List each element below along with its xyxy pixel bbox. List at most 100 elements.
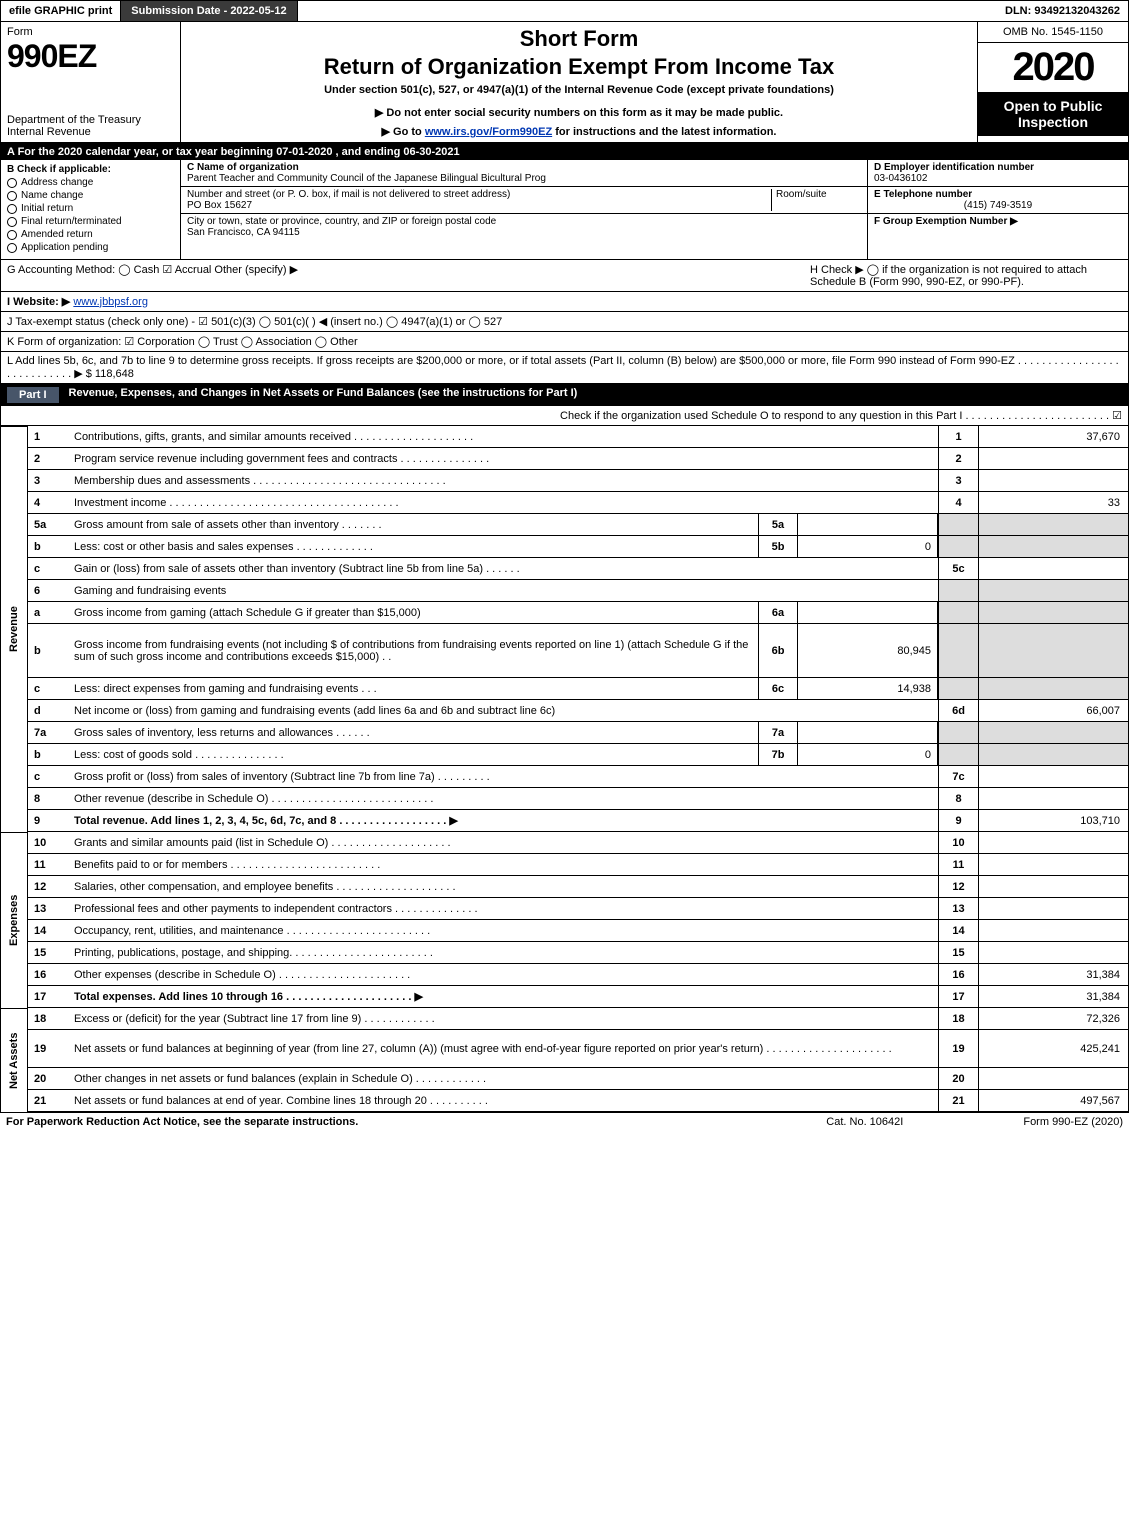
part1-header: Part I Revenue, Expenses, and Changes in…: [0, 384, 1129, 406]
group-label: F Group Exemption Number ▶: [874, 216, 1018, 227]
r9-rv: 103,710: [978, 810, 1128, 831]
r13-rv: [978, 898, 1128, 919]
r11-d: Benefits paid to or for members . . . . …: [68, 854, 938, 875]
ein-cell: D Employer identification number 03-0436…: [868, 160, 1128, 187]
r7c-rv: [978, 766, 1128, 787]
r18-rn: 18: [938, 1008, 978, 1029]
submission-date-button[interactable]: Submission Date - 2022-05-12: [121, 1, 297, 21]
r13-rn: 13: [938, 898, 978, 919]
r16-rv: 31,384: [978, 964, 1128, 985]
r2-rv: [978, 448, 1128, 469]
goto-link[interactable]: www.irs.gov/Form990EZ: [425, 126, 552, 138]
room-label: Room/suite: [771, 189, 861, 211]
street-value: PO Box 15627: [187, 200, 252, 211]
r6a-n: a: [28, 602, 68, 623]
group-cell: F Group Exemption Number ▶: [868, 214, 1128, 229]
city-value: San Francisco, CA 94115: [187, 227, 300, 238]
r6d-n: d: [28, 700, 68, 721]
part1-label: Part I: [7, 387, 59, 403]
r19-d: Net assets or fund balances at beginning…: [68, 1030, 938, 1067]
r7c-d: Gross profit or (loss) from sales of inv…: [68, 766, 938, 787]
r4-rv: 33: [978, 492, 1128, 513]
r5b-rn: [938, 536, 978, 557]
r7a-d: Gross sales of inventory, less returns a…: [68, 722, 758, 743]
r5b-rv: [978, 536, 1128, 557]
netassets-side-label: Net Assets: [0, 1008, 28, 1112]
r6b-mn: 6b: [758, 624, 798, 677]
r6c-rv: [978, 678, 1128, 699]
header-left: Form 990EZ Department of the Treasury In…: [1, 22, 181, 142]
line-g: G Accounting Method: ◯ Cash ☑ Accrual Ot…: [7, 263, 802, 276]
chk-initial[interactable]: Initial return: [7, 203, 174, 214]
r5c-rv: [978, 558, 1128, 579]
line-l: L Add lines 5b, 6c, and 7b to line 9 to …: [0, 352, 1129, 384]
department-label: Department of the Treasury Internal Reve…: [7, 114, 174, 138]
line-a: A For the 2020 calendar year, or tax yea…: [0, 144, 1129, 160]
street-cell: Number and street (or P. O. box, if mail…: [181, 187, 867, 214]
r12-rn: 12: [938, 876, 978, 897]
r6a-d: Gross income from gaming (attach Schedul…: [68, 602, 758, 623]
r6d-rn: 6d: [938, 700, 978, 721]
r5b-d: Less: cost or other basis and sales expe…: [68, 536, 758, 557]
r5b-mv: 0: [798, 536, 938, 557]
r19-n: 19: [28, 1030, 68, 1067]
r18-n: 18: [28, 1008, 68, 1029]
r6b-rv: [978, 624, 1128, 677]
r7b-rv: [978, 744, 1128, 765]
part1-check: Check if the organization used Schedule …: [0, 406, 1129, 426]
omb-number: OMB No. 1545-1150: [978, 22, 1128, 43]
chk-address[interactable]: Address change: [7, 177, 174, 188]
chk-amended[interactable]: Amended return: [7, 229, 174, 240]
r11-rv: [978, 854, 1128, 875]
revenue-table: 1Contributions, gifts, grants, and simil…: [28, 426, 1129, 832]
r19-rv: 425,241: [978, 1030, 1128, 1067]
r9-d: Total revenue. Add lines 1, 2, 3, 4, 5c,…: [68, 810, 938, 831]
r1-rn: 1: [938, 426, 978, 447]
website-link[interactable]: www.jbbpsf.org: [73, 296, 148, 308]
r7c-rn: 7c: [938, 766, 978, 787]
r7b-rn: [938, 744, 978, 765]
dln-label: DLN: 93492132043262: [997, 1, 1128, 21]
r15-rv: [978, 942, 1128, 963]
line-j: J Tax-exempt status (check only one) - ☑…: [0, 312, 1129, 332]
r15-rn: 15: [938, 942, 978, 963]
r1-d: Contributions, gifts, grants, and simila…: [68, 426, 938, 447]
r10-rn: 10: [938, 832, 978, 853]
r18-rv: 72,326: [978, 1008, 1128, 1029]
ein-value: 03-0436102: [874, 173, 927, 184]
r5a-d: Gross amount from sale of assets other t…: [68, 514, 758, 535]
r6b-d: Gross income from fundraising events (no…: [68, 624, 758, 677]
netassets-table: 18Excess or (deficit) for the year (Subt…: [28, 1008, 1129, 1112]
expenses-side-label: Expenses: [0, 832, 28, 1008]
r6d-rv: 66,007: [978, 700, 1128, 721]
r12-d: Salaries, other compensation, and employ…: [68, 876, 938, 897]
part1-check-text: Check if the organization used Schedule …: [560, 409, 1122, 422]
footer: For Paperwork Reduction Act Notice, see …: [0, 1112, 1129, 1131]
goto-pre: ▶ Go to: [382, 126, 425, 138]
r17-n: 17: [28, 986, 68, 1007]
city-label: City or town, state or province, country…: [187, 216, 496, 227]
line-i-pre: I Website: ▶: [7, 295, 70, 308]
r6c-mv: 14,938: [798, 678, 938, 699]
r20-n: 20: [28, 1068, 68, 1089]
r2-d: Program service revenue including govern…: [68, 448, 938, 469]
chk-final[interactable]: Final return/terminated: [7, 216, 174, 227]
short-form-title: Short Form: [189, 26, 969, 52]
return-title: Return of Organization Exempt From Incom…: [189, 54, 969, 80]
chk-pending[interactable]: Application pending: [7, 242, 174, 253]
open-inspection: Open to Public Inspection: [978, 92, 1128, 136]
ssn-notice: ▶ Do not enter social security numbers o…: [189, 106, 969, 119]
r6c-rn: [938, 678, 978, 699]
r6c-d: Less: direct expenses from gaming and fu…: [68, 678, 758, 699]
r6d-d: Net income or (loss) from gaming and fun…: [68, 700, 938, 721]
chk-name[interactable]: Name change: [7, 190, 174, 201]
tel-cell: E Telephone number (415) 749-3519: [868, 187, 1128, 214]
r6a-mn: 6a: [758, 602, 798, 623]
r5a-n: 5a: [28, 514, 68, 535]
r16-d: Other expenses (describe in Schedule O) …: [68, 964, 938, 985]
r1-n: 1: [28, 426, 68, 447]
footer-cat: Cat. No. 10642I: [826, 1116, 903, 1128]
r17-d: Total expenses. Add lines 10 through 16 …: [68, 986, 938, 1007]
r7a-mv: [798, 722, 938, 743]
r5b-n: b: [28, 536, 68, 557]
